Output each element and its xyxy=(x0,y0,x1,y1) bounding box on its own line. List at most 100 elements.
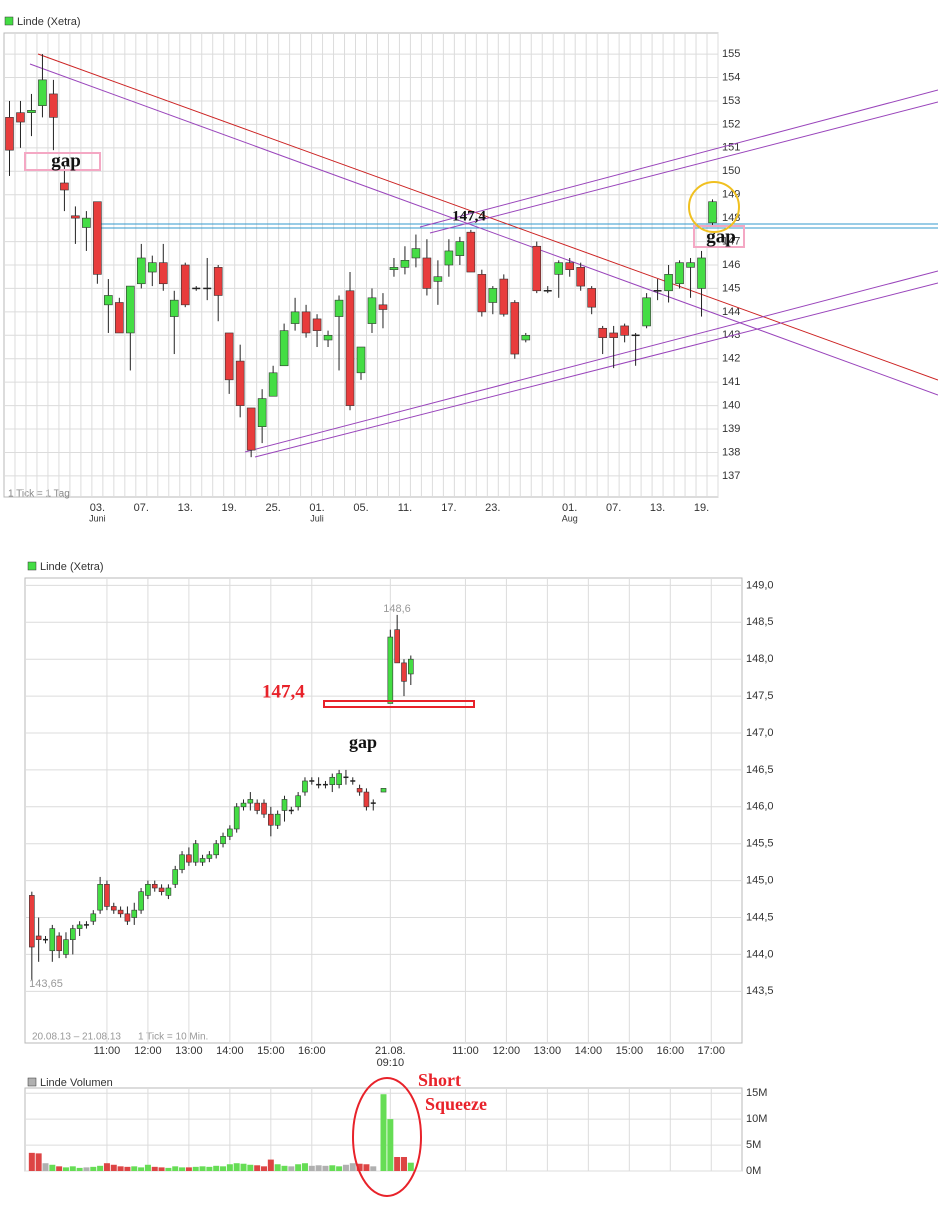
x-tick-label: 16:00 xyxy=(657,1045,685,1057)
candle-body xyxy=(49,928,56,952)
volume-bar xyxy=(42,1163,49,1171)
candle-body xyxy=(329,776,336,785)
candle-body xyxy=(411,248,421,259)
legend-swatch xyxy=(27,1077,37,1087)
x-tick-label: 01. xyxy=(562,502,577,514)
volume-bar xyxy=(336,1166,343,1171)
candle-body xyxy=(158,262,168,285)
x-tick-label: 13. xyxy=(178,502,193,514)
x-tick-label: 11:00 xyxy=(452,1045,479,1057)
volume-bar xyxy=(103,1163,110,1171)
candle-body xyxy=(169,299,179,317)
volume-bar xyxy=(400,1156,407,1171)
y-tick-label: 151 xyxy=(722,142,740,154)
candle-body xyxy=(620,325,629,336)
gap-box xyxy=(693,225,745,248)
volume-bar xyxy=(342,1164,349,1171)
candle-body xyxy=(302,780,308,793)
y-tick-label: 142 xyxy=(722,353,740,365)
volume-bar xyxy=(315,1165,322,1171)
volume-bar xyxy=(192,1166,199,1171)
candle-body xyxy=(323,335,333,341)
candle-body xyxy=(227,828,233,837)
candle-body xyxy=(104,884,110,907)
x-tick-label: 14:00 xyxy=(575,1045,603,1057)
y-tick-label: 146,0 xyxy=(746,801,774,813)
candle-body xyxy=(60,182,69,191)
y-tick-label: 144,5 xyxy=(746,911,774,923)
volume-bar xyxy=(387,1119,394,1171)
candle-body xyxy=(186,854,192,863)
candle-body xyxy=(408,658,414,675)
annotation: gap xyxy=(51,150,81,171)
candle-body xyxy=(224,332,234,381)
candle-body xyxy=(213,843,219,856)
x-tick-label: 16:00 xyxy=(298,1045,326,1057)
candle-body xyxy=(295,795,301,808)
candle-body xyxy=(76,924,83,929)
candle-body xyxy=(345,290,355,406)
candle-body xyxy=(97,884,103,911)
volume-bar xyxy=(370,1166,377,1171)
volume-bar xyxy=(233,1163,240,1171)
candle-body xyxy=(56,935,62,952)
x-tick-label: 13:00 xyxy=(175,1045,203,1057)
candle-body xyxy=(268,372,278,397)
candle-body xyxy=(235,360,245,406)
volume-bar xyxy=(179,1167,186,1171)
y-tick-label: 10M xyxy=(746,1113,767,1125)
chart-title: Linde (Xetra) xyxy=(17,16,81,28)
trend-line xyxy=(37,53,938,381)
legend-swatch xyxy=(27,561,37,571)
volume-bar xyxy=(274,1164,281,1171)
volume-bar xyxy=(144,1164,151,1171)
x-tick-label: 15:00 xyxy=(616,1045,644,1057)
x-tick-label: 25. xyxy=(265,502,280,514)
y-tick-label: 146,5 xyxy=(746,764,774,776)
volume-bar xyxy=(380,1094,387,1171)
y-tick-label: 152 xyxy=(722,118,740,130)
x-tick-label: 11. xyxy=(398,502,412,514)
x-tick-label: 17. xyxy=(441,502,456,514)
volume-bar xyxy=(76,1167,83,1171)
annotation: 147,4 xyxy=(262,681,305,702)
candle-body xyxy=(488,288,498,303)
y-tick-label: 146 xyxy=(722,259,740,271)
x-tick-label: 01. xyxy=(309,502,324,514)
candle-body xyxy=(158,887,165,892)
candle-body xyxy=(29,895,35,948)
candle-body xyxy=(137,257,146,285)
candle-body xyxy=(444,250,454,266)
volume-bar xyxy=(322,1165,329,1171)
trend-line xyxy=(419,89,938,228)
y-tick-label: 144 xyxy=(722,306,740,318)
y-tick-label: 5M xyxy=(746,1139,761,1151)
volume-bar xyxy=(394,1156,401,1171)
annotation: gap xyxy=(349,732,377,752)
candle-body xyxy=(16,112,25,123)
candle-body xyxy=(63,939,69,955)
x-tick-label: 11:00 xyxy=(94,1045,121,1057)
candle-body xyxy=(281,799,288,811)
volume-bar xyxy=(329,1165,336,1171)
daily-chart: Linde (Xetra) 1 Tick = 1 Tag 137 138 139 14… xyxy=(3,16,938,523)
y-tick-label: 145,0 xyxy=(746,875,774,887)
candle-body xyxy=(367,297,377,324)
candle-body xyxy=(5,117,14,151)
x-tick-label: 05. xyxy=(353,502,368,514)
candle-body xyxy=(261,802,267,815)
volume-bar xyxy=(240,1163,247,1171)
candle-body xyxy=(220,836,226,845)
candle-body xyxy=(38,79,47,106)
candle-body xyxy=(664,274,673,292)
y-tick-label: 139 xyxy=(722,423,740,435)
candle-body xyxy=(697,257,706,289)
footnote: 1 Tick = 1 Tag xyxy=(8,489,70,500)
candle-body xyxy=(131,909,138,918)
y-tick-label: 154 xyxy=(722,71,740,83)
volume-bar xyxy=(247,1164,254,1171)
candle-body xyxy=(104,295,113,306)
candle-body xyxy=(49,93,58,118)
candle-body xyxy=(206,854,213,859)
volume-bar xyxy=(97,1165,104,1171)
